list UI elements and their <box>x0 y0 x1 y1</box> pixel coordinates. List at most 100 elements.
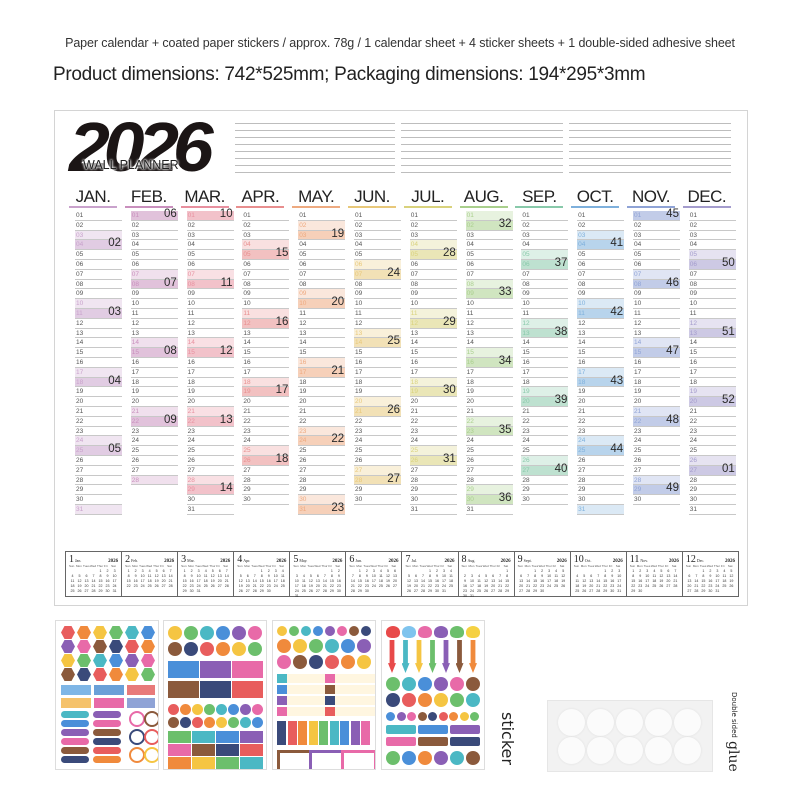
day-row[interactable]: 31 <box>409 505 457 515</box>
day-row[interactable]: 20 <box>409 397 457 407</box>
day-row[interactable]: 31 23 <box>298 502 346 515</box>
day-row[interactable]: 10 <box>521 299 569 309</box>
day-row[interactable]: 25 <box>521 446 569 456</box>
day-row[interactable]: 04 <box>186 240 234 251</box>
day-row[interactable]: 02 <box>632 221 680 231</box>
day-row[interactable]: 07 <box>298 270 346 280</box>
day-row[interactable]: 20 <box>75 397 122 407</box>
day-row[interactable]: 22 13 <box>186 414 234 427</box>
day-row[interactable]: 18 <box>242 377 290 388</box>
day-row[interactable]: 23 <box>75 427 122 437</box>
day-row[interactable]: 14 <box>632 338 680 349</box>
day-row[interactable]: 22 <box>353 417 401 427</box>
day-row[interactable]: 25 <box>688 446 736 456</box>
day-row[interactable]: 16 <box>577 358 625 368</box>
day-row[interactable]: 01 06 <box>130 208 178 221</box>
day-row[interactable]: 07 <box>521 270 569 280</box>
day-row[interactable]: 27 <box>242 466 290 476</box>
day-row[interactable]: 27 <box>465 466 513 476</box>
day-row[interactable]: 31 <box>75 504 122 515</box>
day-row[interactable]: 05 <box>353 250 401 260</box>
day-row[interactable]: 29 <box>298 485 346 496</box>
day-row[interactable]: 10 <box>130 299 178 309</box>
day-row[interactable]: 26 <box>465 456 513 466</box>
day-row[interactable]: 06 <box>186 260 234 270</box>
day-row[interactable]: 21 <box>688 407 736 417</box>
day-row[interactable]: 16 <box>186 358 234 368</box>
day-row[interactable]: 06 <box>577 260 625 270</box>
day-row[interactable]: 02 <box>409 221 457 231</box>
day-row[interactable]: 03 <box>242 231 290 241</box>
day-row[interactable]: 02 <box>186 221 234 231</box>
day-row[interactable]: 26 31 <box>409 453 457 466</box>
day-row[interactable]: 19 <box>577 387 625 398</box>
day-row[interactable]: 15 <box>242 348 290 358</box>
day-row[interactable]: 06 <box>353 259 401 270</box>
day-row[interactable]: 12 <box>688 318 736 329</box>
day-row[interactable]: 08 <box>298 280 346 290</box>
day-row[interactable]: 09 <box>632 289 680 300</box>
day-row[interactable]: 24 <box>521 436 569 447</box>
day-row[interactable]: 19 <box>632 387 680 398</box>
day-row[interactable]: 17 <box>242 368 290 378</box>
day-row[interactable]: 19 <box>75 387 122 398</box>
day-row[interactable]: 23 <box>242 427 290 437</box>
day-row[interactable]: 25 <box>465 446 513 456</box>
day-row[interactable]: 02 <box>577 221 625 231</box>
day-row[interactable]: 04 41 <box>577 237 625 251</box>
day-row[interactable]: 30 <box>632 495 680 505</box>
day-row[interactable]: 24 <box>577 436 625 447</box>
day-row[interactable]: 23 <box>632 427 680 437</box>
day-row[interactable]: 29 <box>577 485 625 496</box>
day-row[interactable]: 22 <box>242 417 290 427</box>
day-row[interactable]: 03 19 <box>298 228 346 241</box>
day-row[interactable]: 11 <box>353 309 401 319</box>
day-row[interactable]: 10 <box>688 299 736 309</box>
day-row[interactable]: 09 <box>521 289 569 300</box>
day-row[interactable]: 15 <box>75 348 122 358</box>
day-row[interactable]: 16 <box>521 358 569 368</box>
day-row[interactable]: 07 <box>242 270 290 280</box>
day-row[interactable]: 19 <box>465 387 513 398</box>
day-row[interactable]: 16 <box>688 358 736 368</box>
day-row[interactable]: 04 <box>353 240 401 251</box>
day-row[interactable]: 27 <box>353 465 401 476</box>
day-row[interactable]: 21 26 <box>353 404 401 417</box>
day-row[interactable]: 03 <box>186 231 234 241</box>
day-row[interactable]: 09 <box>130 289 178 300</box>
day-row[interactable]: 13 <box>242 329 290 339</box>
day-row[interactable]: 14 <box>298 338 346 349</box>
day-row[interactable]: 13 <box>186 329 234 339</box>
day-row[interactable]: 15 08 <box>130 345 178 358</box>
day-row[interactable]: 22 <box>577 417 625 427</box>
day-row[interactable]: 25 <box>186 446 234 456</box>
day-row[interactable]: 11 <box>186 309 234 319</box>
day-row[interactable]: 23 <box>409 427 457 437</box>
day-row[interactable]: 01 10 <box>186 208 234 221</box>
day-row[interactable]: 29 <box>242 485 290 496</box>
day-row[interactable]: 05 <box>465 250 513 260</box>
day-row[interactable]: 30 <box>688 495 736 505</box>
day-row[interactable]: 09 <box>577 289 625 300</box>
day-row[interactable]: 04 <box>409 240 457 251</box>
day-row[interactable]: 17 <box>130 368 178 378</box>
day-row[interactable]: 10 <box>242 299 290 309</box>
day-row[interactable]: 30 <box>577 495 625 505</box>
day-row[interactable]: 10 <box>353 299 401 309</box>
day-row[interactable]: 27 01 <box>688 463 736 476</box>
day-row[interactable]: 30 <box>521 495 569 505</box>
day-row[interactable]: 04 <box>465 240 513 251</box>
day-row[interactable]: 03 <box>409 231 457 241</box>
day-row[interactable]: 10 <box>465 299 513 309</box>
day-row[interactable]: 24 <box>75 436 122 447</box>
day-row[interactable]: 24 <box>688 436 736 447</box>
day-row[interactable]: 23 <box>353 427 401 437</box>
day-row[interactable]: 11 <box>298 309 346 319</box>
day-row[interactable]: 08 <box>242 280 290 290</box>
day-row[interactable]: 25 <box>409 446 457 456</box>
day-row[interactable]: 25 <box>632 446 680 456</box>
day-row[interactable]: 24 22 <box>298 433 346 447</box>
day-row[interactable]: 01 45 <box>632 208 680 221</box>
day-row[interactable]: 06 <box>242 260 290 270</box>
day-row[interactable]: 31 <box>577 504 625 515</box>
